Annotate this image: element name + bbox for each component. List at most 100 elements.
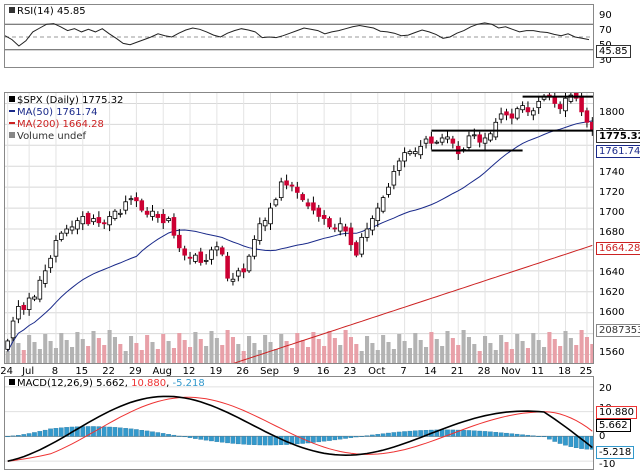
- x-tick-label: 18: [558, 366, 571, 377]
- volume-bar: [241, 351, 246, 363]
- macd-histogram-bar: [380, 433, 386, 437]
- price-tick: 1620: [599, 287, 625, 298]
- candle-down: [241, 268, 246, 273]
- candle-up: [466, 135, 472, 148]
- candle-up: [42, 270, 48, 284]
- volume-bar: [161, 334, 166, 363]
- volume-bar: [134, 343, 139, 363]
- macd-histogram-bar: [219, 436, 225, 443]
- candle-down: [504, 111, 509, 116]
- candle-up: [123, 201, 128, 211]
- macd-histogram-bar: [348, 436, 354, 438]
- macd-histogram-bar: [80, 426, 86, 437]
- candle-up: [278, 181, 284, 199]
- candle-up: [53, 240, 59, 257]
- macd-histogram-bar: [568, 436, 574, 447]
- candle-up: [413, 151, 418, 155]
- volume-bar: [53, 348, 58, 363]
- macd-tick: -10: [599, 459, 616, 470]
- volume-bar: [129, 336, 134, 363]
- candle-down: [171, 217, 177, 236]
- candle-up: [16, 306, 21, 320]
- volume-bar: [107, 330, 112, 363]
- macd-histogram-bar: [5, 436, 10, 438]
- candle-down: [348, 227, 354, 246]
- macd-histogram-bar: [327, 436, 332, 441]
- x-tick-label: 29: [129, 366, 142, 377]
- candle-down: [579, 95, 584, 113]
- candle-down: [187, 256, 193, 259]
- volume-bar: [171, 348, 176, 363]
- macd-histogram-bar: [32, 432, 37, 437]
- price-chart: [5, 93, 593, 363]
- candle-up: [150, 210, 155, 217]
- candle-up: [69, 226, 75, 231]
- candle-up: [498, 113, 504, 120]
- candle-up: [80, 216, 86, 225]
- volume-swatch: [9, 132, 15, 138]
- macd-legend: MACD(12,26,9) 5.662, 10.880, -5.218: [9, 378, 205, 389]
- ma200-value: 1664.28: [62, 119, 104, 130]
- candle-up: [64, 228, 69, 234]
- macd-histogram-bar: [193, 436, 198, 439]
- volume-bar: [16, 343, 21, 363]
- volume-bar: [466, 337, 471, 363]
- macd-histogram-bar: [252, 436, 257, 445]
- macd-tick: 20: [599, 383, 612, 394]
- candle-up: [380, 197, 386, 212]
- candle-down: [525, 107, 531, 113]
- x-tick-label: Aug: [152, 366, 172, 377]
- candle-down: [219, 247, 225, 255]
- ma200-label: MA(200): [17, 119, 60, 130]
- candle-down: [295, 186, 300, 193]
- macd-histogram-bar: [375, 434, 381, 437]
- candle-down: [354, 242, 359, 256]
- macd-histogram-bar: [455, 429, 461, 437]
- ma200-legend: MA(200) 1664.28: [9, 119, 104, 130]
- volume-label: Volume undef: [17, 131, 87, 142]
- x-tick-label: 15: [75, 366, 89, 377]
- candle-down: [429, 136, 434, 144]
- ma200-tag: 1664.28: [596, 242, 640, 255]
- macd-histogram-bar: [579, 436, 584, 449]
- volume-bar: [359, 351, 364, 363]
- candle-up: [337, 223, 343, 232]
- volume-bar: [306, 347, 311, 363]
- volume-bar: [225, 330, 230, 363]
- x-tick-label: 26: [236, 366, 250, 377]
- volume-bar: [348, 337, 353, 363]
- macd-histogram-bar: [214, 436, 220, 442]
- price-tick: 1600: [599, 307, 625, 318]
- volume-bar: [166, 341, 171, 363]
- volume-bar: [440, 346, 445, 363]
- candle-up: [482, 137, 488, 144]
- volume-bar: [477, 351, 482, 363]
- volume-bar: [332, 338, 337, 363]
- volume-bar: [214, 338, 219, 363]
- macd-histogram-bar: [42, 429, 48, 437]
- volume-bar: [247, 336, 252, 363]
- candle-up: [128, 198, 134, 201]
- macd-histogram-bar: [343, 436, 348, 439]
- x-tick-label: 7: [400, 366, 407, 377]
- ma200-swatch: [9, 122, 15, 124]
- x-axis-labels: 24 Jul 8 15 22 29 Aug 12 19 26 Sep 9 16 23 Oct 7 14 21 28 N…: [0, 366, 594, 378]
- macd-panel: MACD(12,26,9) 5.662, 10.880, -5.218 20 1…: [0, 376, 640, 474]
- candle-down: [284, 180, 289, 186]
- x-tick-label: 23: [343, 366, 357, 377]
- volume-bar: [284, 341, 289, 363]
- volume-bar: [257, 350, 262, 363]
- macd-histogram-bar: [21, 434, 27, 437]
- volume-bar: [230, 337, 235, 363]
- x-tick-label: 8: [51, 366, 59, 377]
- x-tick-label: 25: [579, 366, 593, 377]
- candle-down: [573, 93, 579, 99]
- signal-value: 10.880: [131, 378, 167, 389]
- volume-bar: [370, 343, 375, 363]
- macd-tag: 5.662: [596, 419, 631, 432]
- volume-bar: [386, 342, 391, 363]
- candle-up: [112, 210, 118, 219]
- volume-bar: [338, 345, 343, 363]
- rsi-tick: 90: [599, 10, 612, 21]
- macd-histogram-bar: [477, 430, 482, 437]
